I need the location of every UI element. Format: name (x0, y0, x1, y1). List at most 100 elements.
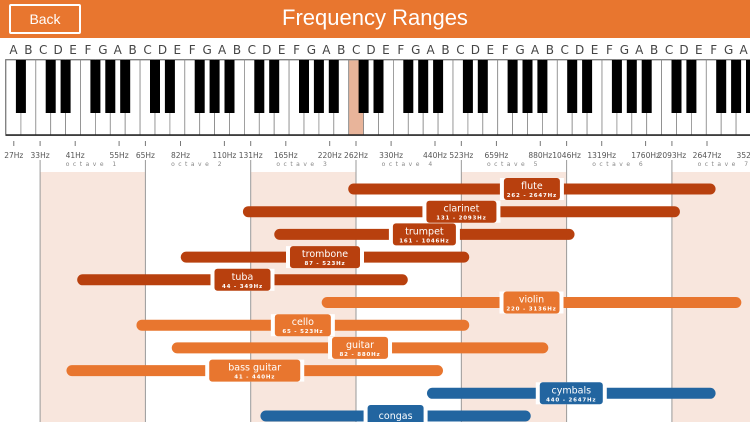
key-letter: E (382, 43, 390, 57)
instrument-range: 65 - 523Hz (282, 329, 323, 335)
instrument-range: 262 - 2647Hz (507, 193, 557, 199)
tick-label: 880Hz (528, 151, 552, 160)
black-key[interactable] (477, 60, 488, 113)
black-key[interactable] (507, 60, 518, 113)
instrument-range: 131 - 2093Hz (436, 216, 486, 222)
instrument-name: cymbals (552, 385, 592, 396)
key-letter: A (531, 43, 540, 57)
black-key[interactable] (209, 60, 220, 113)
key-letter: C (665, 43, 673, 57)
tick-label: 523Hz (449, 151, 473, 160)
tick-label: 330Hz (379, 151, 403, 160)
key-letter: F (397, 43, 404, 57)
label-box (214, 268, 271, 291)
instrument-range: 440 - 2647Hz (546, 397, 596, 403)
key-letter: E (174, 43, 182, 57)
octave-label: octave 3 (276, 161, 330, 168)
instrument-name: bass guitar (228, 363, 281, 374)
key-letter: E (278, 43, 286, 57)
black-key[interactable] (194, 60, 205, 113)
black-key[interactable] (105, 60, 116, 113)
instrument-name: flute (521, 181, 543, 192)
tick-label: 33Hz (31, 151, 50, 160)
octave-label: octave 4 (382, 161, 436, 168)
tick-label: 55Hz (110, 151, 129, 160)
black-key[interactable] (462, 60, 473, 113)
key-letter: B (337, 43, 345, 57)
key-letter: F (293, 43, 300, 57)
key-letter: G (307, 43, 316, 57)
black-key[interactable] (328, 60, 339, 113)
back-button[interactable]: Back (9, 4, 81, 34)
black-key[interactable] (373, 60, 384, 113)
instrument-row-congas[interactable]: congas (260, 405, 531, 422)
black-key[interactable] (90, 60, 101, 113)
key-letter: B (129, 43, 137, 57)
octave-band (40, 172, 146, 422)
label-box (367, 405, 424, 422)
black-key[interactable] (269, 60, 280, 113)
black-key[interactable] (403, 60, 414, 113)
black-key[interactable] (164, 60, 175, 113)
key-letter: F (84, 43, 91, 57)
black-key[interactable] (641, 60, 652, 113)
instrument-range: 161 - 1046Hz (399, 238, 449, 244)
black-key[interactable] (313, 60, 324, 113)
key-letter: D (471, 43, 480, 57)
black-key[interactable] (358, 60, 369, 113)
black-key[interactable] (537, 60, 548, 113)
black-key[interactable] (716, 60, 727, 113)
page-title: Frequency Ranges (282, 5, 468, 30)
tick-label: 165Hz (274, 151, 298, 160)
black-key[interactable] (418, 60, 429, 113)
key-letter: D (158, 43, 167, 57)
black-key[interactable] (120, 60, 131, 113)
black-key[interactable] (224, 60, 235, 113)
key-letter: G (202, 43, 211, 57)
black-key[interactable] (254, 60, 265, 113)
black-key[interactable] (60, 60, 71, 113)
key-letter: G (724, 43, 733, 57)
black-key[interactable] (299, 60, 309, 113)
black-key[interactable] (686, 60, 697, 113)
instrument-name: trombone (302, 249, 348, 260)
black-key[interactable] (611, 60, 622, 113)
key-letter: G (515, 43, 524, 57)
frequency-chart: octave 1 octave 2 octave 3 octave 4 octave 5… (4, 43, 750, 422)
instrument-range: 44 - 349Hz (222, 284, 263, 290)
black-key[interactable] (15, 60, 26, 113)
tick-label: 262Hz (344, 151, 368, 160)
black-key[interactable] (746, 60, 750, 113)
black-key[interactable] (522, 60, 533, 113)
black-key[interactable] (150, 60, 160, 113)
black-key[interactable] (671, 60, 682, 113)
key-letter: A (322, 43, 331, 57)
instrument-range: 87 - 523Hz (304, 261, 345, 267)
key-letter: A (635, 43, 644, 57)
black-key[interactable] (567, 60, 578, 113)
key-letter: E (486, 43, 494, 57)
tick-label: 1319Hz (587, 151, 616, 160)
tick-label: 220Hz (318, 151, 342, 160)
black-key[interactable] (45, 60, 56, 113)
key-letter: B (650, 43, 658, 57)
label-box (503, 291, 560, 314)
black-key[interactable] (433, 60, 444, 113)
octave-label: octave 5 (487, 161, 541, 168)
key-letter: F (710, 43, 717, 57)
black-key[interactable] (626, 60, 637, 113)
key-letter: A (427, 43, 436, 57)
key-letter: C (352, 43, 360, 57)
black-key[interactable] (731, 60, 742, 113)
black-key[interactable] (582, 60, 593, 113)
